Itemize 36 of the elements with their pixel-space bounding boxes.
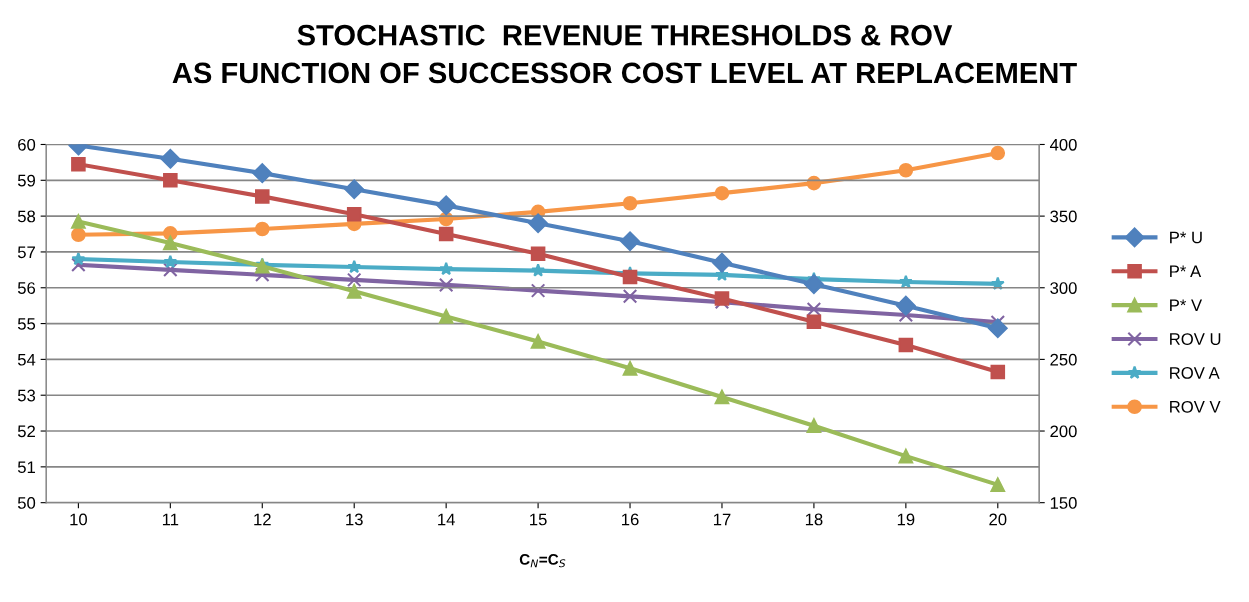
x-tick-label: 19 <box>897 513 915 526</box>
y-tick-label: 56 <box>17 282 36 294</box>
y-tick-label: 59 <box>17 174 36 187</box>
x-tick-label: 14 <box>438 513 455 526</box>
y2-tick-label: 250 <box>1050 353 1077 366</box>
y2-tick-label: 350 <box>1050 210 1077 223</box>
y2-tick-label: 150 <box>1050 497 1077 509</box>
x-tick-label: 11 <box>162 513 179 526</box>
y-tick-label: 50 <box>17 497 36 509</box>
y-tick-label: 55 <box>17 318 36 330</box>
x-tick-label: 13 <box>346 513 363 526</box>
x-tick-label: 17 <box>713 513 731 526</box>
y-tick-label: 54 <box>17 353 36 366</box>
legend-label: P* U <box>1170 231 1202 244</box>
x-tick-label: 15 <box>530 513 547 526</box>
y2-tick-label: 400 <box>1049 138 1077 151</box>
y-tick-label: 52 <box>17 425 35 438</box>
legend-label: ROV U <box>1170 333 1221 345</box>
y-tick-label: 53 <box>17 389 36 402</box>
y-tick-label: 57 <box>17 246 35 259</box>
legend-label: ROV A <box>1170 367 1220 379</box>
legend-label: ROV V <box>1170 400 1221 413</box>
y-tick-label: 51 <box>17 461 35 474</box>
x-tick-label: 16 <box>622 513 639 526</box>
x-tick-label: 12 <box>254 513 271 526</box>
x-tick-label: 10 <box>70 513 88 526</box>
legend-label: P* V <box>1170 299 1203 311</box>
y-tick-label: 58 <box>17 210 36 223</box>
x-axis-title: C$_{N}$=C$_{S}$ <box>519 554 566 568</box>
y-tick-label: 60 <box>18 138 36 151</box>
legend-label: P* A <box>1170 265 1202 278</box>
x-tick-label: 18 <box>805 513 823 526</box>
y2-tick-label: 300 <box>1050 282 1077 294</box>
chart-title: STOCHASTIC REVENUE THRESHOLDS & ROV AS FUNCTION OF SUCCESSOR COST LEVEL AT REPLACEMENT <box>172 24 1077 84</box>
x-tick-label: 20 <box>989 513 1007 526</box>
y2-tick-label: 200 <box>1050 425 1077 438</box>
